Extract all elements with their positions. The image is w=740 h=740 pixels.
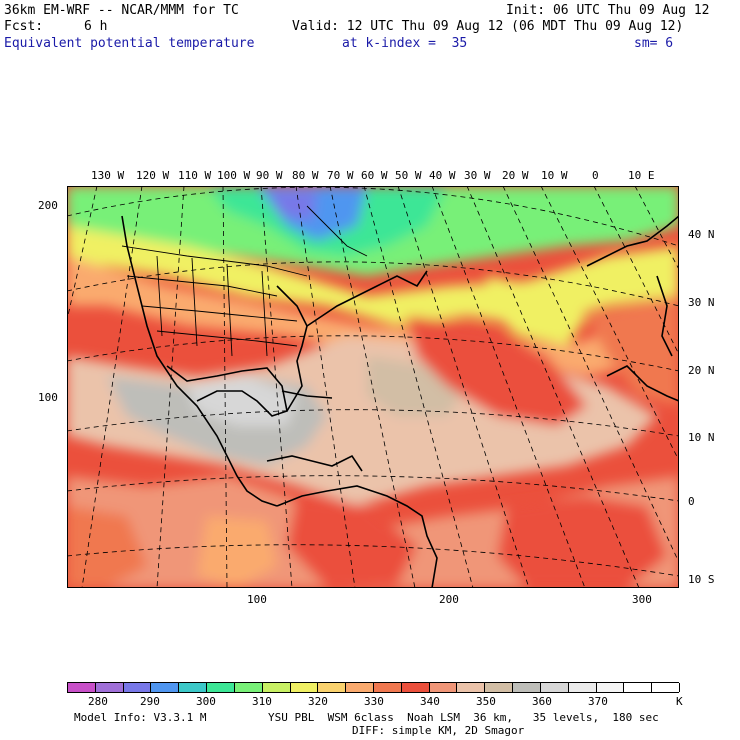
lon-label: 10 W <box>541 169 568 182</box>
lon-label: 110 W <box>178 169 212 182</box>
lat-label: 40 N <box>688 228 715 241</box>
colorbar-tick-label: 330 <box>364 695 384 708</box>
colorbar-swatch <box>95 683 124 692</box>
colorbar-swatch <box>346 683 374 692</box>
smoothing-label: sm= 6 <box>634 36 674 51</box>
colorbar-swatch <box>401 683 430 692</box>
lon-label: 50 W <box>395 169 422 182</box>
lon-label: 80 W <box>292 169 319 182</box>
model-title: 36km EM-WRF -- NCAR/MMM for TC <box>4 3 239 18</box>
colorbar-swatch <box>485 683 514 692</box>
colorbar-swatch <box>540 683 569 692</box>
init-time: Init: 06 UTC Thu 09 Aug 12 <box>506 3 710 18</box>
lat-label: 30 N <box>688 296 715 309</box>
colorbar-swatch <box>290 683 319 692</box>
physics-info-line1: YSU PBL WSM 6class Noah LSM 36 km, 35 le… <box>268 711 659 724</box>
colorbar-swatch <box>68 683 96 692</box>
forecast-hour: 6 h <box>84 19 108 34</box>
colorbar-tick-label: 310 <box>252 695 272 708</box>
colorbar-swatch <box>429 683 458 692</box>
colorbar-tick-label: 340 <box>420 695 440 708</box>
lat-label: 10 N <box>688 431 715 444</box>
colorbar-tick-label: 370 <box>588 695 608 708</box>
colorbar-swatch <box>318 683 347 692</box>
colorbar-swatch <box>207 683 235 692</box>
grid-x-label: 200 <box>439 593 459 606</box>
colorbar-swatch <box>374 683 402 692</box>
coastlines <box>121 215 679 588</box>
colorbar-tick-label: 350 <box>476 695 496 708</box>
colorbar-swatch <box>596 683 625 692</box>
theta-e-map <box>67 186 679 588</box>
grid-x-label: 300 <box>632 593 652 606</box>
model-info: Model Info: V3.3.1 M <box>74 711 207 724</box>
graticule <box>67 186 679 588</box>
colorbar-swatch <box>234 683 263 692</box>
lon-label: 60 W <box>361 169 388 182</box>
colorbar-swatch <box>179 683 208 692</box>
lon-label: 40 W <box>429 169 456 182</box>
lon-label: 70 W <box>327 169 354 182</box>
grid-x-label: 100 <box>247 593 267 606</box>
lat-label: 20 N <box>688 364 715 377</box>
color-fill <box>67 186 679 588</box>
lon-label: 10 E <box>628 169 655 182</box>
colorbar-tick-label: 320 <box>308 695 328 708</box>
lat-label: 10 S <box>688 573 715 586</box>
field-name: Equivalent potential temperature <box>4 36 255 51</box>
colorbar-tick-label: 280 <box>88 695 108 708</box>
color-bar <box>67 682 680 693</box>
colorbar-tick-label: 300 <box>196 695 216 708</box>
colorbar-tick-label: 360 <box>532 695 552 708</box>
lon-label: 20 W <box>502 169 529 182</box>
forecast-label: Fcst: <box>4 19 44 34</box>
colorbar-swatch <box>652 683 680 692</box>
level-label: at k-index = 35 <box>342 36 468 51</box>
lon-label: 30 W <box>464 169 491 182</box>
colorbar-swatch <box>123 683 152 692</box>
physics-info-line2: DIFF: simple KM, 2D Smagor <box>352 724 525 737</box>
lon-label: 130 W <box>91 169 125 182</box>
lat-label: 0 <box>688 495 695 508</box>
grid-y-label: 200 <box>38 199 58 212</box>
lon-label: 90 W <box>256 169 283 182</box>
colorbar-swatch <box>568 683 597 692</box>
colorbar-swatch <box>457 683 486 692</box>
colorbar-swatch <box>513 683 541 692</box>
lon-label: 0 <box>592 169 599 182</box>
colorbar-swatch <box>262 683 291 692</box>
political-borders <box>121 205 368 357</box>
colorbar-tick-label: 290 <box>140 695 160 708</box>
valid-time: Valid: 12 UTC Thu 09 Aug 12 (06 MDT Thu … <box>292 19 684 34</box>
colorbar-swatch <box>151 683 180 692</box>
grid-y-label: 100 <box>38 391 58 404</box>
colorbar-swatch <box>624 683 653 692</box>
colorbar-unit: K <box>676 695 683 708</box>
lon-label: 100 W <box>217 169 251 182</box>
lon-label: 120 W <box>136 169 170 182</box>
